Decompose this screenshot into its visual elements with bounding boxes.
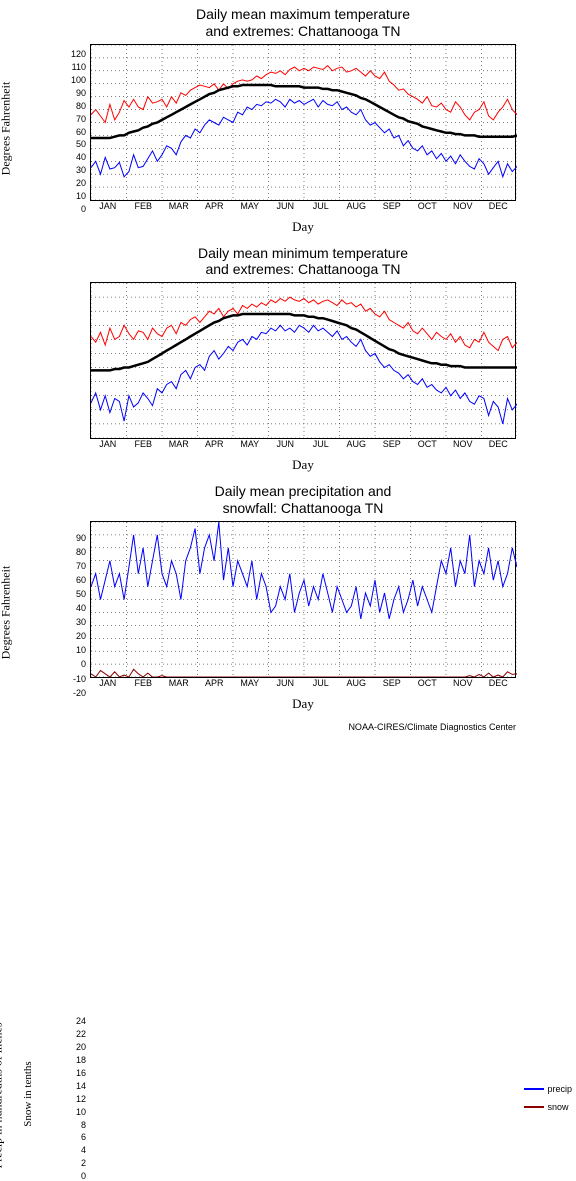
chart-precip: Daily mean precipitation andsnowfall: Ch… (0, 483, 576, 712)
chart1-title: Daily mean maximum temperatureand extrem… (90, 6, 516, 40)
chart2-xticks: JANFEBMARAPRMAYJUNJULAUGSEPOCTNOVDEC (90, 439, 516, 453)
chart3-xlabel: Day (90, 696, 516, 712)
chart1-yticks: 0102030405060708090100110120 (62, 54, 86, 209)
chart3-plot (90, 521, 516, 678)
chart-min-temp: Daily mean minimum temperatureand extrem… (0, 245, 576, 474)
credit-text: NOAA-CIRES/Climate Diagnostics Center (0, 722, 516, 732)
chart3-yticks: 024681012141618202224 (62, 1021, 86, 1176)
chart3-ylabel: Precip in hundredths of inches (0, 1023, 6, 1169)
chart1-plot (90, 44, 516, 201)
chart1-xlabel: Day (90, 219, 516, 235)
chart1-ylabel: Degrees Fahrenheit (0, 82, 14, 176)
chart3-legend: precipsnow (524, 1076, 572, 1120)
chart2-title: Daily mean minimum temperatureand extrem… (90, 245, 516, 279)
chart1-xticks: JANFEBMARAPRMAYJUNJULAUGSEPOCTNOVDEC (90, 201, 516, 215)
chart-max-temp: Daily mean maximum temperatureand extrem… (0, 6, 576, 235)
chart2-plot (90, 282, 516, 439)
chart3-xticks: JANFEBMARAPRMAYJUNJULAUGSEPOCTNOVDEC (90, 678, 516, 692)
chart3-title: Daily mean precipitation andsnowfall: Ch… (90, 483, 516, 517)
chart2-xlabel: Day (90, 457, 516, 473)
chart3-ylabel2: Snow in tenths (22, 1061, 34, 1126)
